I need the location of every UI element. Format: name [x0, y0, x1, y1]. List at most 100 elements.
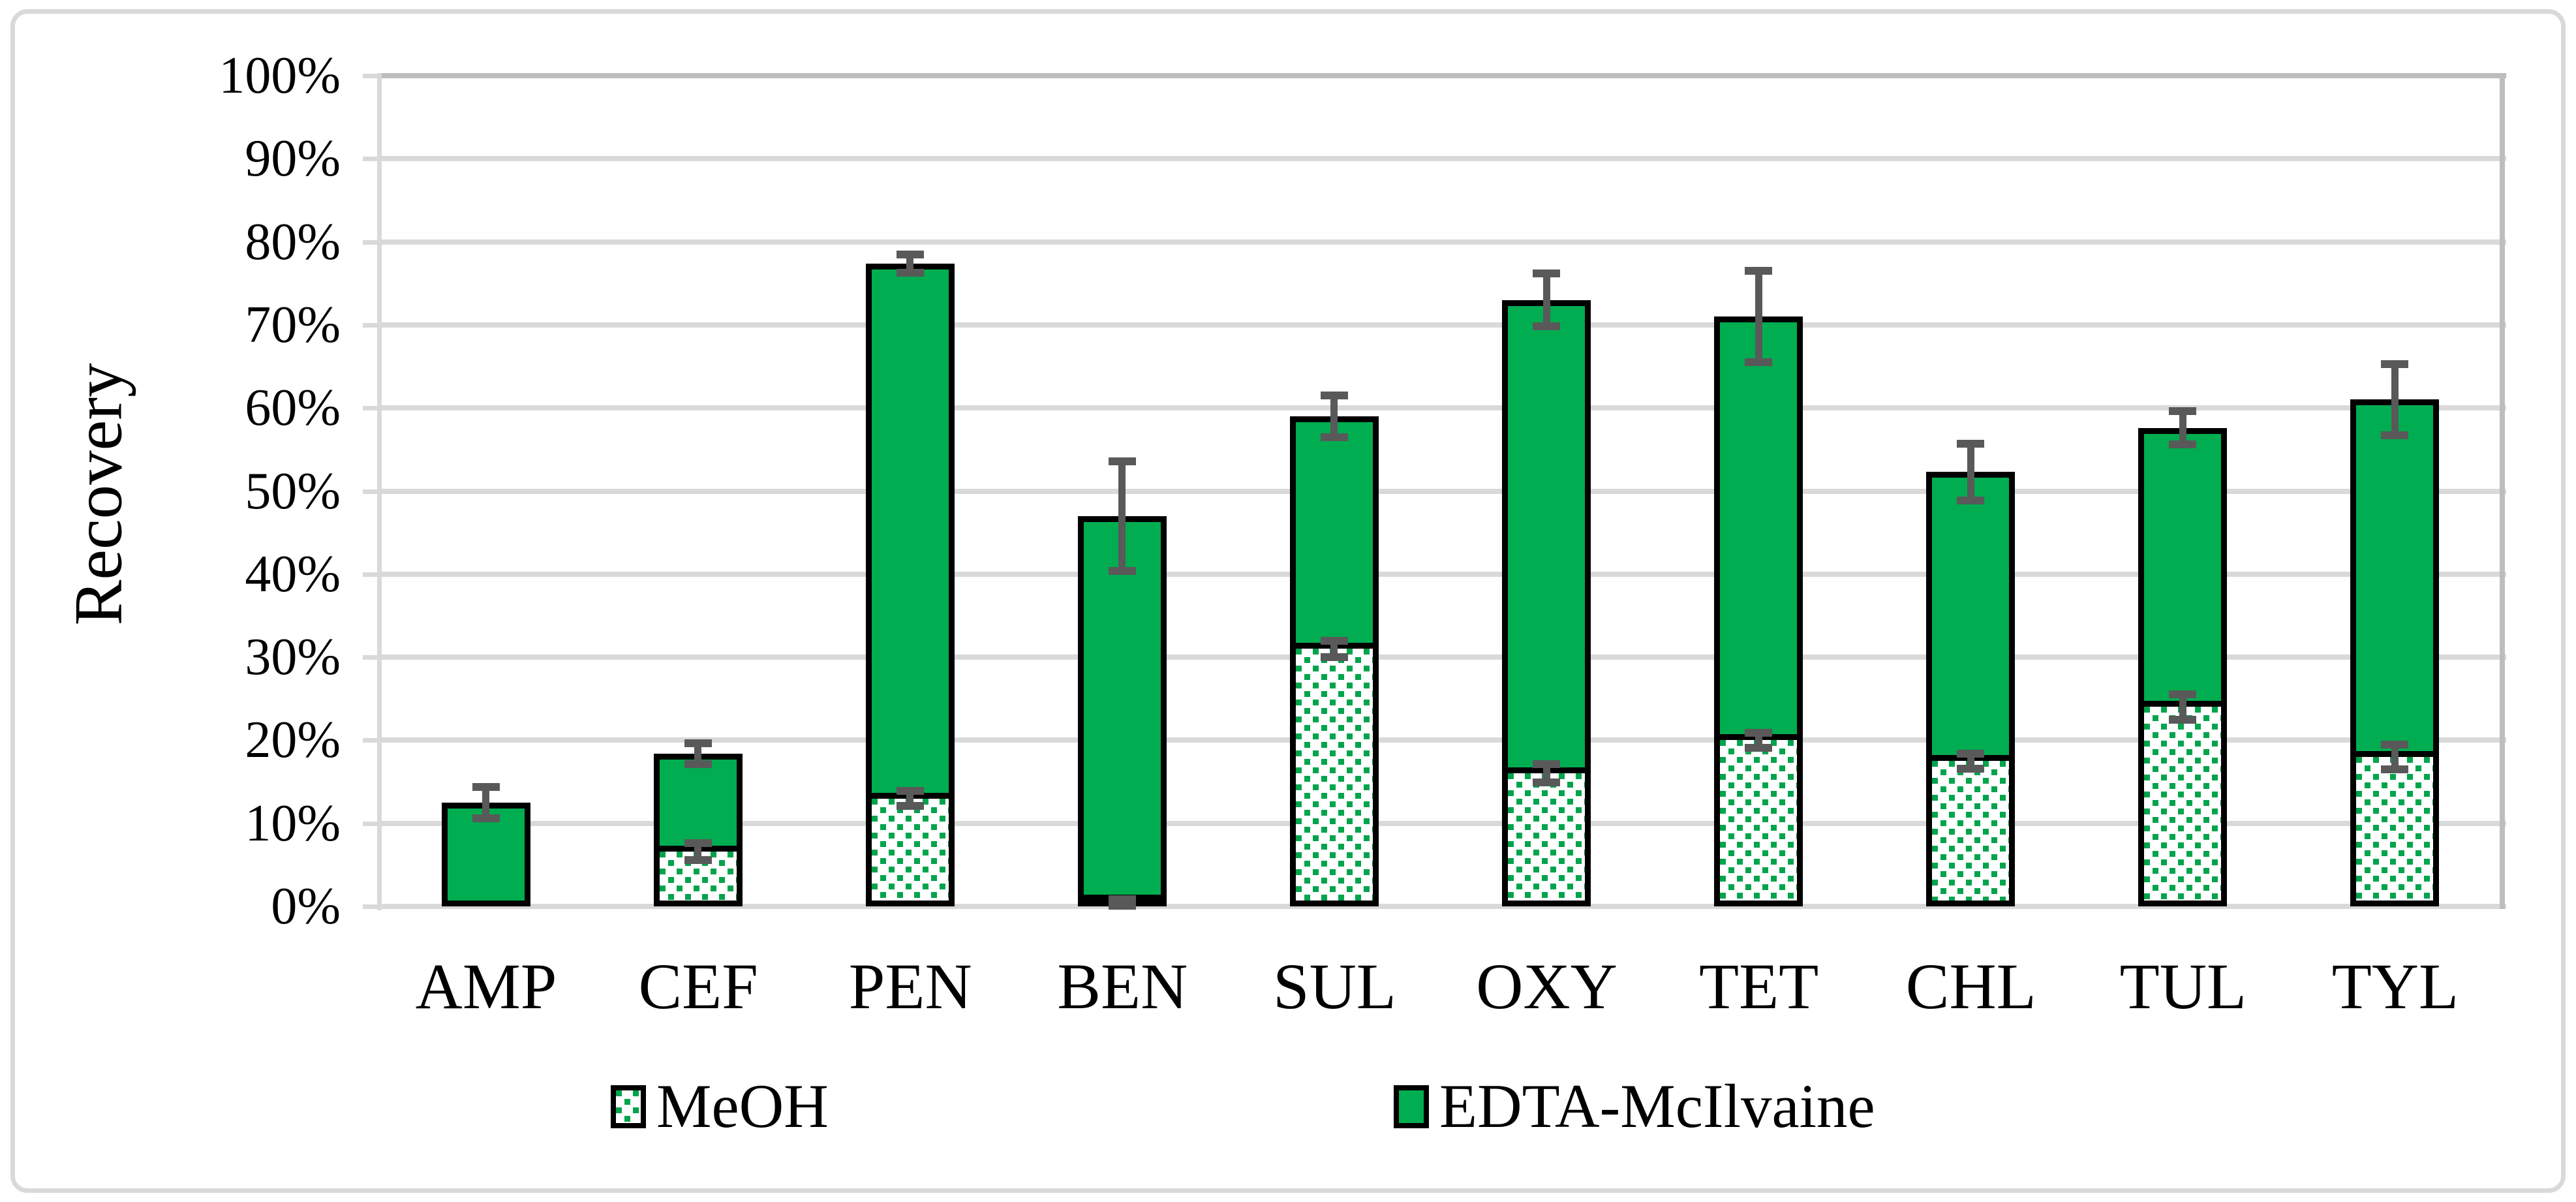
x-category-label-ben: BEN — [1057, 950, 1188, 1023]
gridline-80 — [380, 239, 2506, 245]
y-axis-tick-0 — [363, 904, 380, 909]
error-bar-total-ben-bottom-cap — [1108, 566, 1136, 575]
gridline-0 — [380, 904, 2506, 909]
bar-segment-meoh-sul — [1295, 643, 1373, 901]
bar-segment-edta-oxy — [1508, 305, 1586, 768]
x-category-label-chl: CHL — [1905, 950, 2036, 1023]
gridline-100 — [380, 73, 2506, 78]
error-bar-meoh-chl-top-cap — [1957, 749, 1985, 758]
gridline-40 — [380, 571, 2506, 577]
error-bar-meoh-tet-bottom-cap — [1745, 743, 1773, 752]
error-bar-meoh-chl-bottom-cap — [1957, 764, 1985, 773]
legend-item-meoh: MeOH — [611, 1075, 829, 1137]
error-bar-total-tul-bottom-cap — [2169, 440, 2197, 449]
bar-tyl — [2350, 399, 2440, 906]
gridline-50 — [380, 488, 2506, 494]
error-bar-meoh-tul-stem — [2179, 694, 2186, 720]
error-bar-total-pen-bottom-cap — [896, 268, 924, 277]
y-tick-label-70: 70% — [245, 296, 341, 354]
legend-swatch-edta-solid — [1394, 1085, 1429, 1128]
error-bar-total-oxy-top-cap — [1533, 269, 1561, 277]
error-bar-total-amp-stem — [482, 786, 490, 819]
error-bar-meoh-sul-top-cap — [1320, 636, 1348, 645]
y-axis-tick-30 — [363, 655, 380, 660]
y-tick-label-100: 100% — [219, 47, 341, 104]
error-bar-total-pen-top-cap — [896, 250, 924, 258]
bar-segment-edta-amp — [447, 808, 525, 901]
y-tick-label-40: 40% — [245, 545, 341, 603]
y-axis-tick-10 — [363, 821, 380, 826]
error-bar-total-sul-bottom-cap — [1320, 433, 1348, 441]
bar-segment-edta-sul — [1295, 422, 1373, 643]
y-tick-label-30: 30% — [245, 628, 341, 686]
bar-segment-meoh-tet — [1720, 734, 1798, 901]
y-axis-tick-80 — [363, 239, 380, 245]
error-bar-meoh-sul-bottom-cap — [1320, 653, 1348, 662]
y-axis-tick-60 — [363, 406, 380, 411]
bar-pen — [865, 263, 955, 906]
error-bar-total-amp-bottom-cap — [472, 814, 500, 823]
bar-segment-edta-ben — [1083, 521, 1161, 895]
error-bar-meoh-sul-stem — [1330, 640, 1338, 658]
error-bar-total-pen-stem — [906, 254, 914, 273]
y-tick-label-50: 50% — [245, 462, 341, 520]
bar-segment-meoh-tyl — [2356, 750, 2434, 901]
y-axis-tick-100 — [363, 74, 380, 78]
plot-right-border — [2500, 73, 2505, 909]
x-category-label-tyl: TYL — [2331, 950, 2459, 1023]
bar-segment-meoh-tul — [2144, 701, 2222, 901]
error-bar-meoh-oxy-stem — [1542, 764, 1550, 783]
error-bar-total-amp-top-cap — [472, 782, 500, 791]
y-axis-tick-50 — [363, 489, 380, 494]
error-bar-meoh-chl-stem — [1967, 753, 1974, 769]
error-bar-total-cef-stem — [694, 743, 702, 764]
error-bar-meoh-cef-stem — [694, 842, 702, 861]
error-bar-meoh-tet-top-cap — [1745, 728, 1773, 737]
error-bar-meoh-cef-bottom-cap — [684, 856, 712, 865]
error-bar-total-sul-stem — [1330, 395, 1338, 437]
error-bar-total-oxy-bottom-cap — [1533, 322, 1561, 331]
x-category-label-cef: CEF — [638, 950, 758, 1023]
error-bar-total-ben-stem — [1118, 461, 1126, 571]
figure-frame-border — [10, 9, 2566, 1193]
bar-segment-edta-cef — [659, 759, 737, 846]
bar-sul — [1289, 416, 1379, 906]
error-bar-meoh-oxy-bottom-cap — [1533, 778, 1561, 787]
error-bar-meoh-tyl-top-cap — [2381, 740, 2409, 748]
error-bar-meoh-tul-top-cap — [2169, 690, 2197, 699]
bar-amp — [441, 802, 530, 906]
bar-segment-edta-chl — [1932, 478, 2010, 756]
bar-ben — [1077, 516, 1167, 906]
error-bar-meoh-pen-top-cap — [896, 787, 924, 795]
bar-cef — [653, 753, 743, 906]
error-bar-meoh-tet-stem — [1755, 732, 1762, 748]
x-category-label-tul: TUL — [2119, 950, 2247, 1023]
gridline-20 — [380, 737, 2506, 743]
error-bar-total-sul-top-cap — [1320, 392, 1348, 400]
legend-label-meoh: MeOH — [656, 1071, 829, 1141]
error-bar-total-tul-stem — [2179, 411, 2186, 445]
bar-tul — [2138, 427, 2228, 906]
error-bar-total-oxy-stem — [1542, 273, 1550, 327]
gridline-10 — [380, 820, 2506, 826]
error-bar-total-tul-top-cap — [2169, 407, 2197, 416]
error-bar-total-tet-stem — [1755, 271, 1762, 363]
error-bar-total-chl-top-cap — [1957, 439, 1985, 448]
y-tick-label-20: 20% — [245, 711, 341, 769]
bar-segment-edta-tyl — [2356, 405, 2434, 751]
gridline-60 — [380, 405, 2506, 411]
x-category-label-pen: PEN — [848, 950, 972, 1023]
bar-oxy — [1502, 300, 1591, 906]
y-tick-label-80: 80% — [245, 213, 341, 271]
error-bar-total-tyl-top-cap — [2381, 360, 2409, 368]
bar-segment-meoh-oxy — [1508, 767, 1586, 901]
error-bar-total-tyl-stem — [2391, 363, 2399, 436]
error-bar-meoh-pen-bottom-cap — [896, 801, 924, 810]
gridline-90 — [380, 156, 2506, 162]
y-axis-tick-40 — [363, 572, 380, 577]
y-axis-line — [377, 73, 382, 910]
legend-swatch-meoh-dotted — [611, 1085, 646, 1128]
x-category-label-sul: SUL — [1272, 950, 1396, 1023]
error-bar-meoh-ben-top-cap — [1108, 895, 1136, 903]
y-axis-tick-90 — [363, 157, 380, 162]
